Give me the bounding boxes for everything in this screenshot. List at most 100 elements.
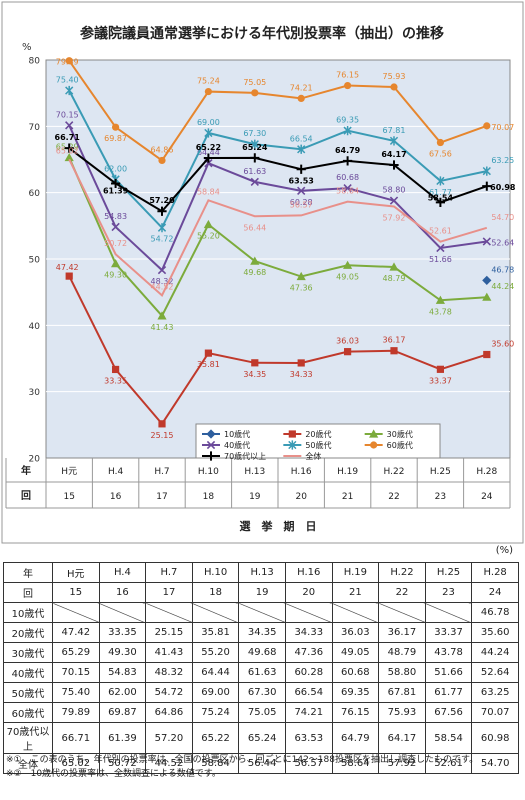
table-cell: 64.17 [378,722,426,754]
table-header-cell: 22 [378,582,426,603]
data-label: 54.72 [151,235,174,244]
table-header-cell: 17 [145,582,193,603]
table-row-label: 10歳代 [3,602,53,623]
table-cell: 36.17 [378,622,426,643]
table-header-cell: H.25 [424,562,473,583]
legend-marker [206,440,216,450]
data-label: 75.24 [197,77,220,86]
table-row-session: 回 15 16 17 18 19 20 21 22 23 24 [3,582,519,603]
data-label: 75.93 [383,72,406,81]
table-cell: 36.03 [331,622,380,643]
data-label: 61.39 [103,186,129,195]
y-tick-label: 80 [29,57,41,67]
table-header-cell: H.10 [191,562,240,583]
data-label: 36.17 [383,336,406,345]
table-cell: 35.60 [471,622,519,643]
table-header-cell: 19 [238,582,286,603]
x-tick-label: H.28 [476,467,497,477]
legend-marker [206,451,216,461]
table-row: 70歳代以上 66.71 61.39 57.20 65.22 65.24 63.53 64.7… [3,722,519,754]
table-cell: 56.44 [238,753,286,774]
table-cell: 43.78 [424,642,473,663]
table-cell: 46.78 [471,602,519,623]
table-cell: 62.00 [98,682,147,703]
table-cell: 49.30 [98,642,147,663]
data-point [482,181,492,191]
chart-title: 参議院議員通常選挙における年代別投票率（抽出）の推移 [80,25,444,42]
data-label: 58.84 [197,187,220,196]
table-cell: 41.43 [145,642,193,663]
data-label: 52.61 [429,227,452,236]
y-axis-label: % [22,42,32,53]
data-point [204,349,212,357]
data-point [483,350,491,359]
data-label: 60.28 [290,198,313,207]
table-cell: 25.15 [145,622,193,643]
table-cell: 65.24 [238,722,286,754]
data-point [250,256,260,265]
table-row: 全体 65.02 50.72 44.52 58.84 56.44 56.57 58.64 57.… [3,753,519,774]
table-cell [145,602,193,623]
series-line-20歳代 [68,275,488,426]
data-point [65,85,74,96]
data-label: 34.35 [243,370,266,379]
legend-marker [370,441,378,449]
table-cell: 63.53 [284,722,333,754]
data-label: 58.64 [336,187,359,196]
data-point [250,177,259,187]
data-point [482,237,491,246]
data-point [297,359,305,367]
data-point [482,166,491,176]
data-label: 67.81 [383,126,406,135]
data-point [296,271,306,281]
data-point [435,197,445,207]
data-point [343,126,352,136]
table-cell: 57.92 [378,753,426,774]
data-label: 63.53 [289,176,314,185]
data-point [297,186,306,195]
table-row-label: 全体 [3,753,53,774]
data-point [64,152,74,162]
x-tick-label: H.22 [384,467,405,477]
data-point [64,143,74,153]
table-cell: 65.22 [191,722,240,754]
data-point [65,121,74,130]
table-cell: 34.35 [238,622,286,643]
x-axis-label: 選 挙 期 日 [240,519,317,533]
legend-entry: 50歳代 [305,440,331,450]
table-cell: 49.68 [238,642,286,663]
y-tick-label: 70 [29,123,41,133]
x-session-label: 16 [110,492,122,502]
table-cell: 54.83 [98,662,147,683]
series-line-60歳代 [68,60,488,162]
data-label: 35.60 [491,340,514,349]
table-cell: 69.87 [98,702,147,723]
legend-marker [288,440,297,450]
table-cell: 69.00 [191,682,240,703]
series-line-70歳代以上 [68,147,488,213]
data-point [157,206,167,216]
data-label: 25.15 [151,431,174,440]
table-header-cell: H.7 [145,562,193,583]
data-label: 69.00 [197,118,220,127]
table-header-cell: H.16 [284,562,333,583]
data-label: 46.78 [491,265,514,274]
data-label: 63.25 [491,156,514,165]
legend-entry: 全体 [305,451,321,461]
data-point [65,57,73,65]
table-row-label: 30歳代 [3,642,53,663]
data-label: 34.33 [290,370,313,379]
x-session-label: 23 [435,492,446,502]
table-header-cell: 23 [424,582,473,603]
data-label: 64.86 [151,145,174,154]
data-label: 36.03 [336,337,359,346]
table-row-year: 年 H元 H.4 H.7 H.10 H.13 H.16 H.19 H.22 H.25 H.28 [3,562,519,583]
data-label: 56.44 [243,223,266,232]
legend-entry: 10歳代 [224,429,250,439]
table-cell: 54.72 [145,682,193,703]
data-label: 33.35 [104,376,127,385]
data-point [250,139,259,149]
table-cell: 55.20 [191,642,240,663]
table-cell: 57.20 [145,722,193,754]
table-cell: 61.39 [98,722,147,754]
